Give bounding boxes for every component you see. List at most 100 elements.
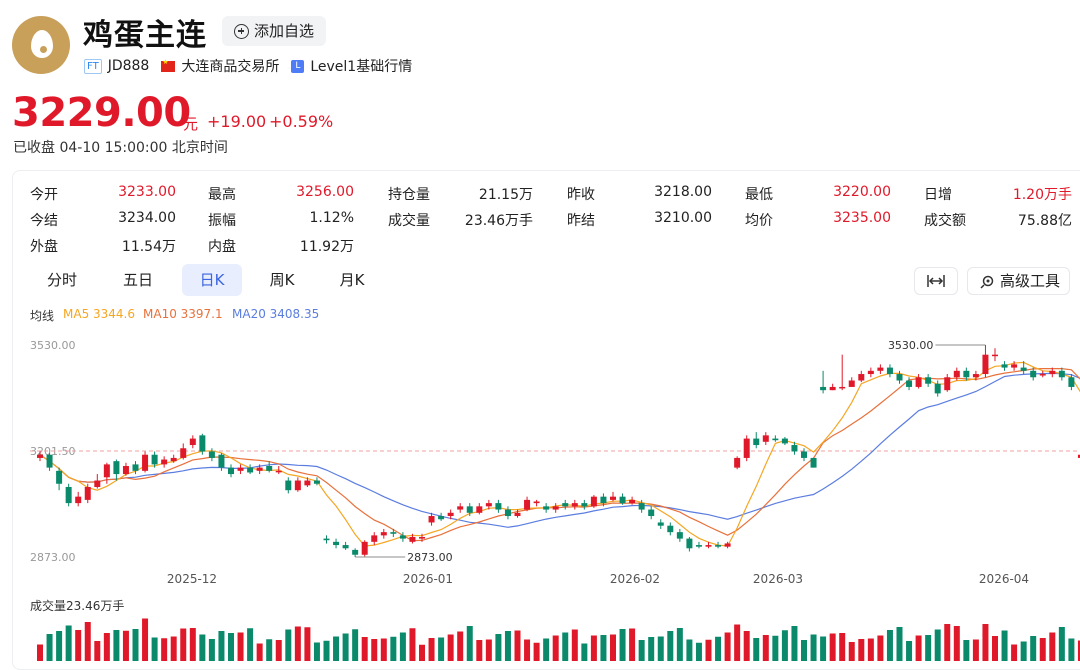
volume-bar bbox=[629, 628, 636, 661]
volume-bar bbox=[476, 640, 483, 661]
candle-body bbox=[657, 522, 664, 526]
y-tick-label: 3530.00 bbox=[30, 339, 76, 352]
volume-bar bbox=[1049, 632, 1056, 661]
volume-bar bbox=[524, 639, 531, 661]
volume-bar bbox=[65, 625, 72, 661]
candle-body bbox=[75, 496, 82, 504]
candle-body bbox=[925, 377, 932, 384]
tab-minute[interactable]: 分时 bbox=[46, 271, 77, 289]
candle-body bbox=[485, 503, 492, 507]
quote-value: 11.54万 bbox=[121, 239, 176, 255]
volume-bar bbox=[896, 627, 903, 661]
expand-button[interactable] bbox=[914, 267, 958, 295]
volume-bar bbox=[858, 639, 865, 661]
quote-label: 日增 bbox=[924, 187, 952, 203]
candle-body bbox=[906, 380, 913, 387]
candle-body bbox=[37, 454, 43, 458]
volume-bar bbox=[695, 642, 702, 661]
candle-body bbox=[829, 386, 836, 391]
candle-body bbox=[94, 480, 101, 487]
volume-bar bbox=[103, 633, 110, 661]
volume-bar bbox=[934, 629, 941, 661]
candle-body bbox=[820, 386, 827, 391]
candle-body bbox=[275, 470, 282, 473]
quote-value: 11.92万 bbox=[299, 239, 354, 255]
candle-body bbox=[208, 451, 215, 458]
legend-title: 均线 bbox=[30, 309, 55, 323]
tab-day-k[interactable]: 日K bbox=[182, 264, 242, 296]
candle-body bbox=[600, 496, 607, 504]
egg-logo-icon bbox=[12, 16, 70, 74]
volume-bar bbox=[829, 633, 836, 661]
volume-bar bbox=[992, 636, 998, 661]
volume-bar bbox=[1011, 644, 1018, 661]
volume-bar bbox=[94, 641, 101, 661]
candle-body bbox=[1020, 367, 1027, 371]
volume-bar bbox=[1001, 630, 1008, 661]
market-status: 已收盘 04-10 15:00:00 北京时间 bbox=[13, 140, 228, 156]
tab-month-k[interactable]: 月K bbox=[339, 271, 365, 289]
candle-body bbox=[495, 503, 502, 510]
volume-bar bbox=[552, 635, 559, 661]
volume-bar bbox=[648, 637, 655, 661]
advanced-tools-button[interactable]: 高级工具 bbox=[967, 267, 1070, 295]
x-tick-label: 2025-12 bbox=[167, 572, 217, 586]
candle-body bbox=[342, 545, 349, 549]
meta-row: FT JD888 大连商品交易所 L Level1基础行情 bbox=[84, 56, 412, 76]
candle-body bbox=[189, 438, 196, 446]
x-tick-label: 2026-01 bbox=[403, 572, 453, 586]
add-watchlist-button[interactable]: 添加自选 bbox=[222, 16, 327, 46]
volume-bar bbox=[963, 640, 970, 661]
add-watchlist-label: 添加自选 bbox=[254, 22, 315, 40]
candle-body bbox=[801, 451, 807, 458]
volume-bar bbox=[409, 628, 416, 661]
volume-bar bbox=[762, 635, 769, 661]
volume-bar bbox=[610, 634, 616, 661]
volume-bar bbox=[590, 635, 597, 661]
candle-body bbox=[724, 543, 731, 547]
volume-bar bbox=[313, 642, 320, 661]
candle-body bbox=[972, 374, 979, 378]
volume-bar bbox=[781, 630, 788, 661]
candle-body bbox=[734, 457, 741, 468]
tab-week-k[interactable]: 周K bbox=[269, 271, 295, 289]
volume-bar bbox=[705, 639, 712, 661]
volume-bar bbox=[676, 628, 683, 661]
volume-bar bbox=[504, 631, 511, 661]
volume-bar bbox=[877, 635, 884, 661]
volume-bar bbox=[447, 634, 454, 661]
candle-body bbox=[122, 466, 129, 475]
quote-value: 3220.00 bbox=[833, 184, 891, 200]
china-flag-icon bbox=[161, 58, 176, 72]
candle-body bbox=[313, 480, 320, 484]
volume-bar bbox=[791, 626, 798, 661]
candle-body bbox=[142, 454, 149, 471]
tab-five-day[interactable]: 五日 bbox=[122, 271, 153, 289]
candle-body bbox=[867, 370, 874, 375]
candle-body bbox=[333, 541, 340, 546]
candle-body bbox=[323, 538, 330, 541]
candle-body bbox=[877, 367, 884, 371]
ft-badge: FT bbox=[84, 58, 102, 74]
candle-body bbox=[552, 506, 559, 510]
candle-body bbox=[982, 354, 989, 375]
candle-body bbox=[858, 374, 865, 381]
volume-bar bbox=[944, 624, 951, 661]
candle-body bbox=[762, 435, 769, 442]
volume-bar bbox=[571, 629, 578, 661]
volume-bar bbox=[867, 638, 874, 661]
volume-bar bbox=[543, 638, 550, 661]
advanced-tools-label: 高级工具 bbox=[1000, 272, 1061, 290]
volume-bar bbox=[132, 629, 139, 661]
candle-body bbox=[199, 435, 206, 452]
header: 鸡蛋主连 添加自选 FT JD888 大连商品交易所 L Level1基础行情 … bbox=[0, 0, 1080, 170]
candle-body bbox=[1068, 377, 1075, 387]
x-tick-label: 2026-02 bbox=[610, 572, 660, 586]
candle-body bbox=[438, 516, 445, 520]
volume-bar bbox=[953, 626, 960, 661]
low-annotation: 2873.00 bbox=[407, 551, 453, 564]
volume-bar bbox=[657, 636, 664, 661]
volume-bar bbox=[495, 634, 502, 661]
level-text: Level1基础行情 bbox=[310, 59, 413, 75]
